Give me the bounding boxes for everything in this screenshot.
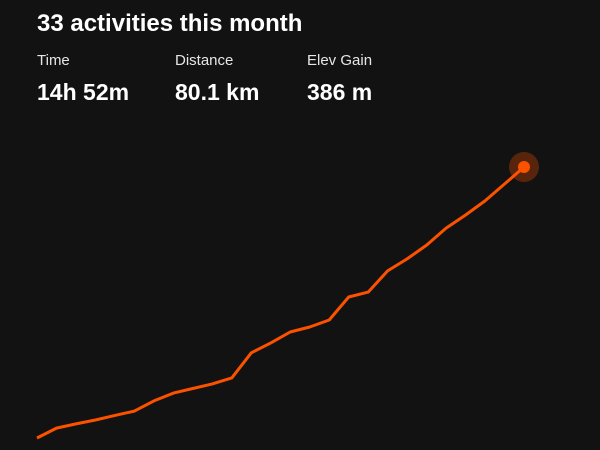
stat: Elev Gain 386 m <box>307 52 372 106</box>
stat-label: Elev Gain <box>307 52 373 69</box>
stat-value: 14h 52m <box>37 79 130 105</box>
data-line <box>36 165 525 440</box>
stat-value: 386 m <box>307 79 373 105</box>
stat-value: 80.1 km <box>175 79 260 105</box>
stat-label: Time <box>37 52 70 69</box>
stat-label: Distance <box>175 52 234 69</box>
highlight-point <box>518 161 530 173</box>
stat: Time 14h 52m <box>37 52 129 106</box>
stat: Distance 80.1 km <box>175 52 259 106</box>
title: 33 activities this month <box>37 10 303 37</box>
